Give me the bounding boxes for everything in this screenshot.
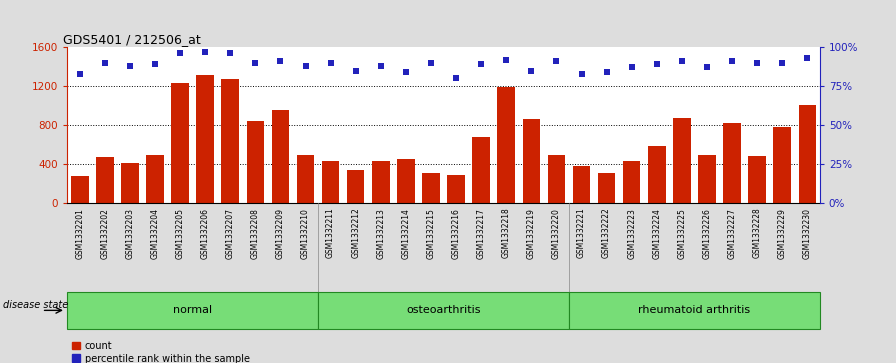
- Point: [223, 50, 237, 56]
- Bar: [322, 161, 340, 203]
- Point: [725, 58, 739, 64]
- Bar: [673, 118, 691, 203]
- Point: [675, 58, 689, 64]
- Text: GSM1332202: GSM1332202: [100, 208, 109, 258]
- Text: GSM1332213: GSM1332213: [376, 208, 385, 258]
- Text: osteoarthritis: osteoarthritis: [406, 305, 481, 315]
- Text: GSM1332230: GSM1332230: [803, 208, 812, 259]
- Bar: [598, 173, 616, 203]
- Text: GSM1332204: GSM1332204: [151, 208, 159, 259]
- Text: GSM1332226: GSM1332226: [702, 208, 711, 258]
- Bar: [171, 83, 189, 203]
- Point: [474, 61, 488, 67]
- Point: [349, 68, 363, 73]
- Point: [775, 60, 789, 66]
- Point: [700, 65, 714, 70]
- Text: GDS5401 / 212506_at: GDS5401 / 212506_at: [64, 33, 202, 46]
- Point: [198, 49, 212, 55]
- Point: [599, 69, 614, 75]
- Bar: [723, 123, 741, 203]
- Text: GSM1332217: GSM1332217: [477, 208, 486, 258]
- Point: [173, 50, 187, 56]
- Bar: [447, 175, 465, 203]
- Text: GSM1332211: GSM1332211: [326, 208, 335, 258]
- Bar: [472, 137, 490, 203]
- Point: [123, 63, 137, 69]
- Bar: [196, 76, 214, 203]
- Text: GSM1332223: GSM1332223: [627, 208, 636, 258]
- Point: [323, 60, 338, 66]
- Text: GSM1332227: GSM1332227: [728, 208, 737, 258]
- Point: [298, 63, 313, 69]
- Text: GSM1332210: GSM1332210: [301, 208, 310, 258]
- Bar: [397, 159, 415, 203]
- Bar: [698, 155, 716, 203]
- Text: GSM1332229: GSM1332229: [778, 208, 787, 258]
- Text: GSM1332218: GSM1332218: [502, 208, 511, 258]
- Bar: [422, 173, 440, 203]
- Text: GSM1332209: GSM1332209: [276, 208, 285, 259]
- Text: GSM1332220: GSM1332220: [552, 208, 561, 258]
- Bar: [569, 292, 820, 329]
- Point: [98, 60, 112, 66]
- Bar: [246, 121, 264, 203]
- Point: [73, 71, 87, 77]
- Bar: [121, 163, 139, 203]
- Bar: [271, 110, 289, 203]
- Text: GSM1332224: GSM1332224: [652, 208, 661, 258]
- Text: GSM1332214: GSM1332214: [401, 208, 410, 258]
- Point: [574, 71, 589, 77]
- Text: GSM1332221: GSM1332221: [577, 208, 586, 258]
- Text: GSM1332222: GSM1332222: [602, 208, 611, 258]
- Bar: [623, 161, 641, 203]
- Bar: [748, 156, 766, 203]
- Bar: [297, 155, 314, 203]
- Bar: [318, 292, 569, 329]
- Legend: count, percentile rank within the sample: count, percentile rank within the sample: [72, 340, 250, 363]
- Bar: [773, 127, 791, 203]
- Text: GSM1332203: GSM1332203: [125, 208, 134, 259]
- Text: disease state: disease state: [4, 300, 69, 310]
- Point: [374, 63, 388, 69]
- Text: GSM1332225: GSM1332225: [677, 208, 686, 258]
- Text: GSM1332206: GSM1332206: [201, 208, 210, 259]
- Point: [650, 61, 664, 67]
- Bar: [573, 166, 590, 203]
- Bar: [372, 161, 390, 203]
- Text: GSM1332205: GSM1332205: [176, 208, 185, 259]
- Bar: [347, 170, 365, 203]
- Bar: [146, 155, 164, 203]
- Bar: [71, 176, 89, 203]
- Point: [625, 65, 639, 70]
- Point: [248, 60, 263, 66]
- Point: [273, 58, 288, 64]
- Text: GSM1332201: GSM1332201: [75, 208, 84, 258]
- Text: rheumatoid arthritis: rheumatoid arthritis: [638, 305, 751, 315]
- Bar: [798, 105, 816, 203]
- Point: [399, 69, 413, 75]
- Bar: [221, 79, 239, 203]
- Point: [499, 57, 513, 62]
- Text: GSM1332216: GSM1332216: [452, 208, 461, 258]
- Point: [449, 76, 463, 81]
- Bar: [497, 87, 515, 203]
- Text: GSM1332208: GSM1332208: [251, 208, 260, 258]
- Bar: [67, 292, 318, 329]
- Point: [424, 60, 438, 66]
- Text: normal: normal: [173, 305, 212, 315]
- Bar: [648, 146, 666, 203]
- Bar: [522, 119, 540, 203]
- Text: GSM1332212: GSM1332212: [351, 208, 360, 258]
- Bar: [547, 155, 565, 203]
- Text: GSM1332228: GSM1332228: [753, 208, 762, 258]
- Bar: [96, 158, 114, 203]
- Point: [800, 55, 814, 61]
- Point: [148, 61, 162, 67]
- Text: GSM1332219: GSM1332219: [527, 208, 536, 258]
- Point: [750, 60, 764, 66]
- Point: [549, 58, 564, 64]
- Point: [524, 68, 538, 73]
- Text: GSM1332207: GSM1332207: [226, 208, 235, 259]
- Text: GSM1332215: GSM1332215: [426, 208, 435, 258]
